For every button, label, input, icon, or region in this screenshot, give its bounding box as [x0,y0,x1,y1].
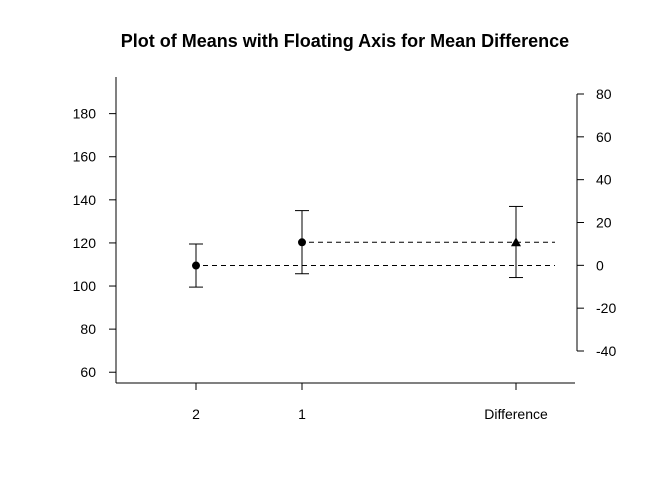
left-axis-tick-label: 60 [80,364,96,380]
right-axis-tick-label: -40 [596,343,616,359]
right-axis-tick-label: 20 [596,215,612,231]
chart-title: Plot of Means with Floating Axis for Mea… [121,31,569,51]
right-axis-tick-label: 0 [596,257,604,273]
left-axis-tick-label: 100 [73,278,97,294]
bottom-axis-tick-label: 2 [192,406,200,422]
axes: 60 80 100 120 140 160 180 2 1 Difference -40 -20 0 20… [73,77,616,422]
left-axis-tick-label: 140 [73,192,97,208]
mean-point [192,261,200,270]
left-axis-tick-label: 160 [73,149,97,165]
left-axis-tick-label: 180 [73,106,97,122]
right-axis-tick-label: 80 [596,86,612,102]
left-axis-tick-label: 120 [73,235,97,251]
bottom-axis-tick-label: Difference [484,406,548,422]
difference-point [511,237,521,247]
right-axis-tick-label: -20 [596,300,616,316]
marks [189,205,555,288]
bottom-axis-tick-label: 1 [298,406,306,422]
right-axis-tick-label: 60 [596,129,612,145]
mean-point [298,238,306,247]
right-axis-tick-label: 40 [596,172,612,188]
left-axis-tick-label: 80 [80,321,96,337]
